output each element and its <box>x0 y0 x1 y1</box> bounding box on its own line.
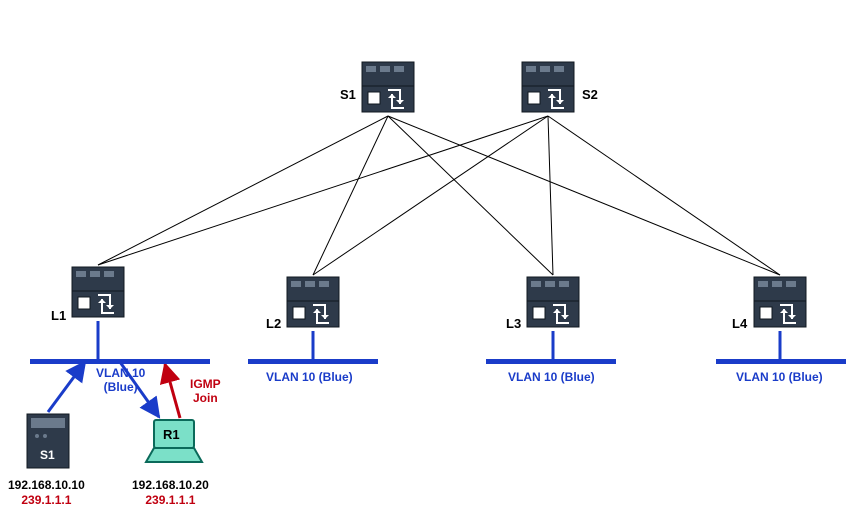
label-s1: S1 <box>340 87 356 102</box>
vlan-label-l1: VLAN 10 (Blue) <box>96 367 145 395</box>
vlan-label-l4: VLAN 10 (Blue) <box>736 370 823 384</box>
leaf-switch-l3 <box>525 275 581 331</box>
vlan-bar-l2 <box>248 359 378 364</box>
laptop-r1 <box>142 418 206 466</box>
laptop-mcast: 239.1.1.1 <box>132 493 209 508</box>
server-address: 192.168.10.10 239.1.1.1 <box>8 478 85 508</box>
vlan-bar-l4 <box>716 359 846 364</box>
core-switch-s1 <box>360 60 416 116</box>
server-mcast: 239.1.1.1 <box>8 493 85 508</box>
vlan-bar-l3 <box>486 359 616 364</box>
label-l1: L1 <box>51 308 66 323</box>
label-l3: L3 <box>506 316 521 331</box>
vlan-line1: VLAN 10 <box>96 366 145 380</box>
leaf-switch-l1 <box>70 265 126 321</box>
vlan-label-l2: VLAN 10 (Blue) <box>266 370 353 384</box>
server-label: S1 <box>40 448 55 462</box>
laptop-address: 192.168.10.20 239.1.1.1 <box>132 478 209 508</box>
leaf-switch-l4 <box>752 275 808 331</box>
igmp-line1: IGMP <box>190 377 221 391</box>
leaf-switch-l2 <box>285 275 341 331</box>
label-r1: R1 <box>163 427 180 442</box>
igmp-line2: Join <box>193 391 218 405</box>
label-l2: L2 <box>266 316 281 331</box>
igmp-join-label: IGMP Join <box>190 378 221 406</box>
server-ip: 192.168.10.10 <box>8 478 85 493</box>
label-l4: L4 <box>732 316 747 331</box>
laptop-ip: 192.168.10.20 <box>132 478 209 493</box>
vlan-label-l3: VLAN 10 (Blue) <box>508 370 595 384</box>
label-s2: S2 <box>582 87 598 102</box>
topology-links <box>0 0 864 529</box>
vlan-line2: (Blue) <box>104 380 138 394</box>
vlan-bar-l1 <box>30 359 210 364</box>
core-switch-s2 <box>520 60 576 116</box>
